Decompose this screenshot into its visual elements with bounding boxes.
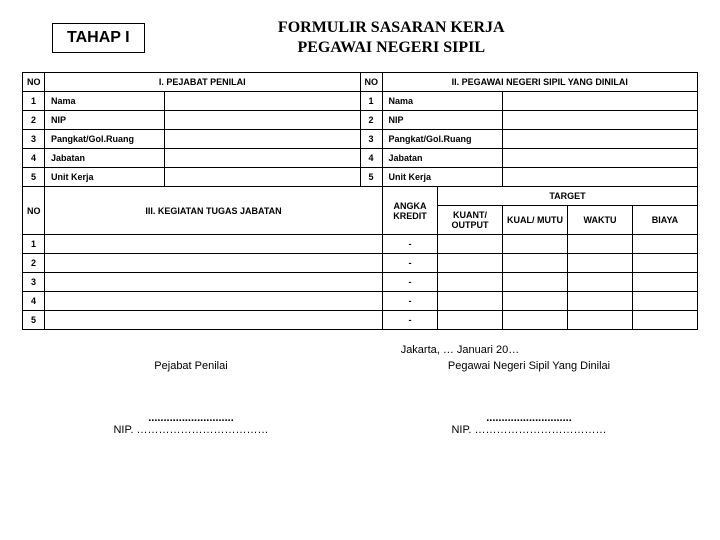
cell	[632, 254, 697, 273]
sig-title-2: Pegawai Negeri Sipil Yang Dinilai	[360, 360, 698, 372]
cell	[632, 311, 697, 330]
title-line-1: FORMULIR SASARAN KERJA	[145, 18, 638, 38]
cell	[567, 235, 632, 254]
target-kual: KUAL/ MUTU	[502, 206, 567, 235]
row-num: 2	[23, 111, 45, 130]
cell: -	[382, 273, 437, 292]
row-num: 2	[360, 111, 382, 130]
angka-kredit-header: ANGKA KREDIT	[382, 187, 437, 235]
cell	[437, 254, 502, 273]
label-nip-1: NIP	[45, 111, 165, 130]
cell	[567, 273, 632, 292]
val	[502, 168, 698, 187]
label-jabatan-2: Jabatan	[382, 149, 502, 168]
cell	[632, 235, 697, 254]
row-num: 1	[23, 235, 45, 254]
row-num: 5	[23, 168, 45, 187]
label-unit-1: Unit Kerja	[45, 168, 165, 187]
row-num: 4	[360, 149, 382, 168]
cell: -	[382, 254, 437, 273]
target-kuant: KUANT/ OUTPUT	[437, 206, 502, 235]
row-num: 3	[23, 130, 45, 149]
signature-right: Pegawai Negeri Sipil Yang Dinilai ......…	[360, 360, 698, 436]
activity-table: NO III. KEGIATAN TUGAS JABATAN ANGKA KRE…	[22, 187, 698, 330]
target-waktu: WAKTU	[567, 206, 632, 235]
cell	[502, 254, 567, 273]
label-unit-2: Unit Kerja	[382, 168, 502, 187]
val	[502, 149, 698, 168]
cell	[437, 292, 502, 311]
val	[502, 111, 698, 130]
target-biaya: BIAYA	[632, 206, 697, 235]
cell	[45, 235, 383, 254]
cell	[632, 273, 697, 292]
cell	[45, 292, 383, 311]
sig-title-1: Pejabat Penilai	[22, 360, 360, 372]
col-no-3: NO	[23, 187, 45, 235]
place-date: Jakarta, … Januari 20…	[22, 344, 698, 356]
label-pangkat-1: Pangkat/Gol.Ruang	[45, 130, 165, 149]
dots: ............................	[22, 412, 360, 424]
cell	[632, 292, 697, 311]
val	[165, 92, 361, 111]
val	[502, 130, 698, 149]
val	[165, 111, 361, 130]
cell	[45, 273, 383, 292]
col-no-2: NO	[360, 73, 382, 92]
row-num: 3	[360, 130, 382, 149]
cell	[567, 292, 632, 311]
cell	[502, 273, 567, 292]
val	[165, 149, 361, 168]
signature-left: Pejabat Penilai ........................…	[22, 360, 360, 436]
val	[502, 92, 698, 111]
row-num: 4	[23, 292, 45, 311]
target-header: TARGET	[437, 187, 697, 206]
section-2-header: II. PEGAWAI NEGERI SIPIL YANG DINILAI	[382, 73, 698, 92]
cell	[45, 311, 383, 330]
cell: -	[382, 292, 437, 311]
title-line-2: PEGAWAI NEGERI SIPIL	[145, 38, 638, 58]
row-num: 4	[23, 149, 45, 168]
nip-line-2: NIP. ………………………………	[360, 424, 698, 436]
row-num: 3	[23, 273, 45, 292]
label-nip-2: NIP	[382, 111, 502, 130]
label-pangkat-2: Pangkat/Gol.Ruang	[382, 130, 502, 149]
cell	[437, 235, 502, 254]
val	[165, 168, 361, 187]
row-num: 2	[23, 254, 45, 273]
label-jabatan-1: Jabatan	[45, 149, 165, 168]
form-title: FORMULIR SASARAN KERJA PEGAWAI NEGERI SI…	[145, 18, 698, 58]
cell	[45, 254, 383, 273]
cell	[437, 273, 502, 292]
row-num: 5	[360, 168, 382, 187]
phase-badge: TAHAP I	[52, 23, 145, 53]
cell: -	[382, 235, 437, 254]
row-num: 1	[23, 92, 45, 111]
nip-line-1: NIP. ………………………………	[22, 424, 360, 436]
dots: ............................	[360, 412, 698, 424]
cell	[502, 235, 567, 254]
cell	[502, 292, 567, 311]
cell: -	[382, 311, 437, 330]
cell	[502, 311, 567, 330]
cell	[437, 311, 502, 330]
main-table: NO I. PEJABAT PENILAI NO II. PEGAWAI NEG…	[22, 72, 698, 187]
row-num: 5	[23, 311, 45, 330]
val	[165, 130, 361, 149]
label-nama-1: Nama	[45, 92, 165, 111]
cell	[567, 311, 632, 330]
cell	[567, 254, 632, 273]
col-no-1: NO	[23, 73, 45, 92]
section-1-header: I. PEJABAT PENILAI	[45, 73, 361, 92]
label-nama-2: Nama	[382, 92, 502, 111]
section-3-header: III. KEGIATAN TUGAS JABATAN	[45, 187, 383, 235]
row-num: 1	[360, 92, 382, 111]
